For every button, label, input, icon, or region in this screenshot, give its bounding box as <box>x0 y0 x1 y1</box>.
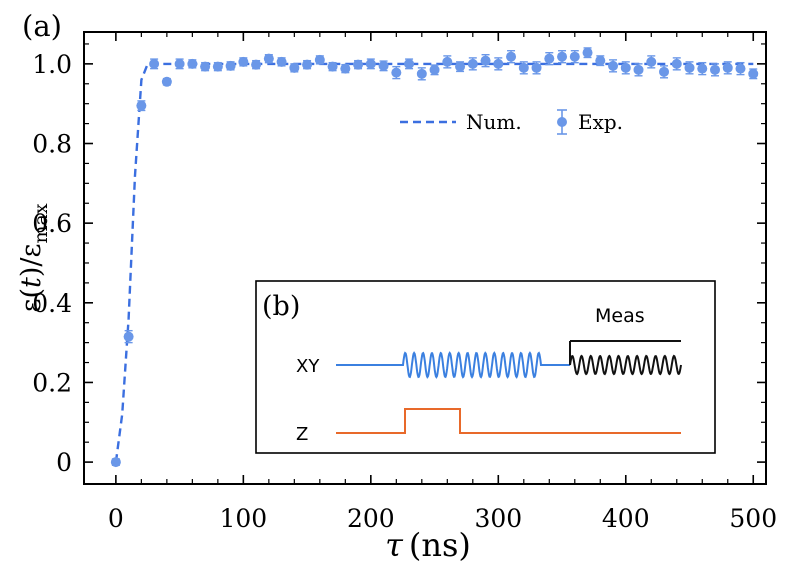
series-experimental <box>110 47 759 468</box>
panel-label-a: (a) <box>22 9 62 43</box>
x-tick-label: 0 <box>108 504 124 533</box>
data-point <box>187 58 198 69</box>
data-point <box>289 62 300 73</box>
data-point <box>646 56 657 67</box>
inset-frame <box>255 280 716 454</box>
data-point <box>238 56 249 67</box>
data-point <box>595 55 606 66</box>
data-point <box>620 62 631 73</box>
data-point <box>263 53 274 64</box>
data-point <box>493 58 504 69</box>
data-point <box>136 100 147 111</box>
readout-pulse-line <box>569 340 682 376</box>
data-point <box>327 61 338 72</box>
data-point <box>149 58 160 69</box>
x-label-symbol: τ <box>385 526 404 564</box>
data-point <box>518 62 529 73</box>
y-tick-label: 0.8 <box>32 130 72 159</box>
data-point <box>378 60 389 71</box>
axis-ticks <box>84 32 766 484</box>
data-point <box>353 59 364 70</box>
data-point <box>735 63 746 74</box>
data-point <box>212 61 223 72</box>
legend: Num. Exp. <box>400 109 623 135</box>
y-tick-label: 0 <box>56 448 72 477</box>
data-point <box>314 54 325 65</box>
data-point <box>480 55 491 66</box>
y-axis-label: ε(t)/εmax <box>16 203 52 312</box>
y-tick-label: 0.2 <box>32 368 72 397</box>
data-point <box>455 61 466 72</box>
x-label-unit: (ns) <box>409 526 471 564</box>
data-point <box>697 63 708 74</box>
data-point <box>161 76 172 87</box>
x-tick-label: 500 <box>729 504 777 533</box>
y-label-close: )/ε <box>16 244 47 278</box>
data-point <box>684 62 695 73</box>
tick-labels: 0 100 200 300 400 500 0 0.2 0.4 0.6 0.8 1.0 <box>32 50 777 533</box>
data-point <box>442 56 453 67</box>
xy-channel-label: XY <box>296 356 320 377</box>
data-point <box>710 64 721 75</box>
data-point <box>340 63 351 74</box>
xy-pulse-line <box>336 351 570 379</box>
data-point <box>200 61 211 72</box>
data-point <box>582 47 593 58</box>
data-point <box>416 68 427 79</box>
x-axis-label: τ (ns) <box>385 526 471 564</box>
inset-label-b: (b) <box>262 291 300 322</box>
data-point <box>506 51 517 62</box>
z-channel-label: Z <box>296 424 308 445</box>
data-point <box>748 68 759 79</box>
data-point <box>225 60 236 71</box>
meas-label: Meas <box>595 305 645 327</box>
y-tick-label: 0.4 <box>32 289 72 318</box>
y-tick-label: 1.0 <box>32 50 72 79</box>
x-tick-label: 300 <box>474 504 522 533</box>
data-point <box>391 67 402 78</box>
plot-frame <box>83 31 767 485</box>
data-point <box>251 59 262 70</box>
x-tick-label: 100 <box>219 504 267 533</box>
data-point <box>531 62 542 73</box>
data-point <box>404 58 415 69</box>
data-point <box>557 51 568 62</box>
data-point <box>174 58 185 69</box>
data-point <box>608 60 619 71</box>
data-point <box>544 53 555 64</box>
data-point <box>429 64 440 75</box>
y-label-sub: max <box>30 203 52 243</box>
data-point <box>569 51 580 62</box>
x-tick-label: 200 <box>347 504 395 533</box>
z-pulse-line <box>336 408 681 434</box>
data-point <box>633 64 644 75</box>
x-tick-label: 400 <box>602 504 650 533</box>
data-point <box>365 58 376 69</box>
data-point <box>110 457 121 468</box>
data-point <box>276 56 287 67</box>
legend-exp-marker <box>557 117 567 127</box>
data-point <box>302 59 313 70</box>
data-point <box>722 62 733 73</box>
inset-pulse-sequence: (b) Meas XY Z <box>255 280 716 454</box>
y-label-open: ε( <box>16 288 47 313</box>
legend-num-label: Num. <box>466 110 522 134</box>
y-label-var: t <box>16 277 47 288</box>
y-tick-label: 0.6 <box>32 209 72 238</box>
legend-exp-label: Exp. <box>578 110 623 134</box>
data-point <box>467 58 478 69</box>
data-point <box>123 331 134 342</box>
data-point <box>659 66 670 77</box>
data-point <box>671 58 682 69</box>
